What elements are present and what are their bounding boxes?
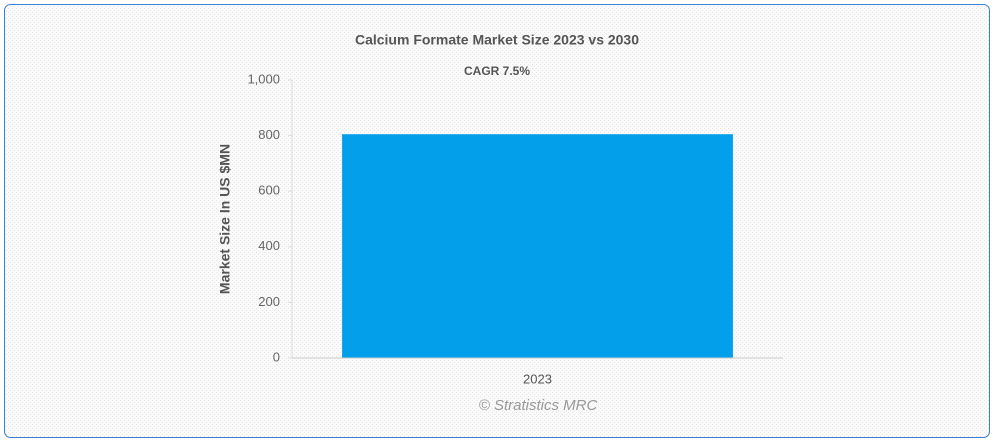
y-axis-label: Market Size In US $MN xyxy=(217,144,233,294)
chart-title: Calcium Formate Market Size 2023 vs 2030 xyxy=(355,32,639,48)
y-tick-label: 200 xyxy=(258,294,280,309)
y-tick-label: 1,000 xyxy=(247,71,280,86)
bar xyxy=(342,134,733,358)
y-tick-label: 0 xyxy=(273,349,280,364)
watermark: © Stratistics MRC xyxy=(479,397,598,414)
x-tick-label: 2023 xyxy=(523,371,552,386)
y-tick-label: 800 xyxy=(258,127,280,142)
y-tick-label: 600 xyxy=(258,183,280,198)
y-tick-label: 400 xyxy=(258,238,280,253)
chart-subtitle: CAGR 7.5% xyxy=(464,64,530,78)
